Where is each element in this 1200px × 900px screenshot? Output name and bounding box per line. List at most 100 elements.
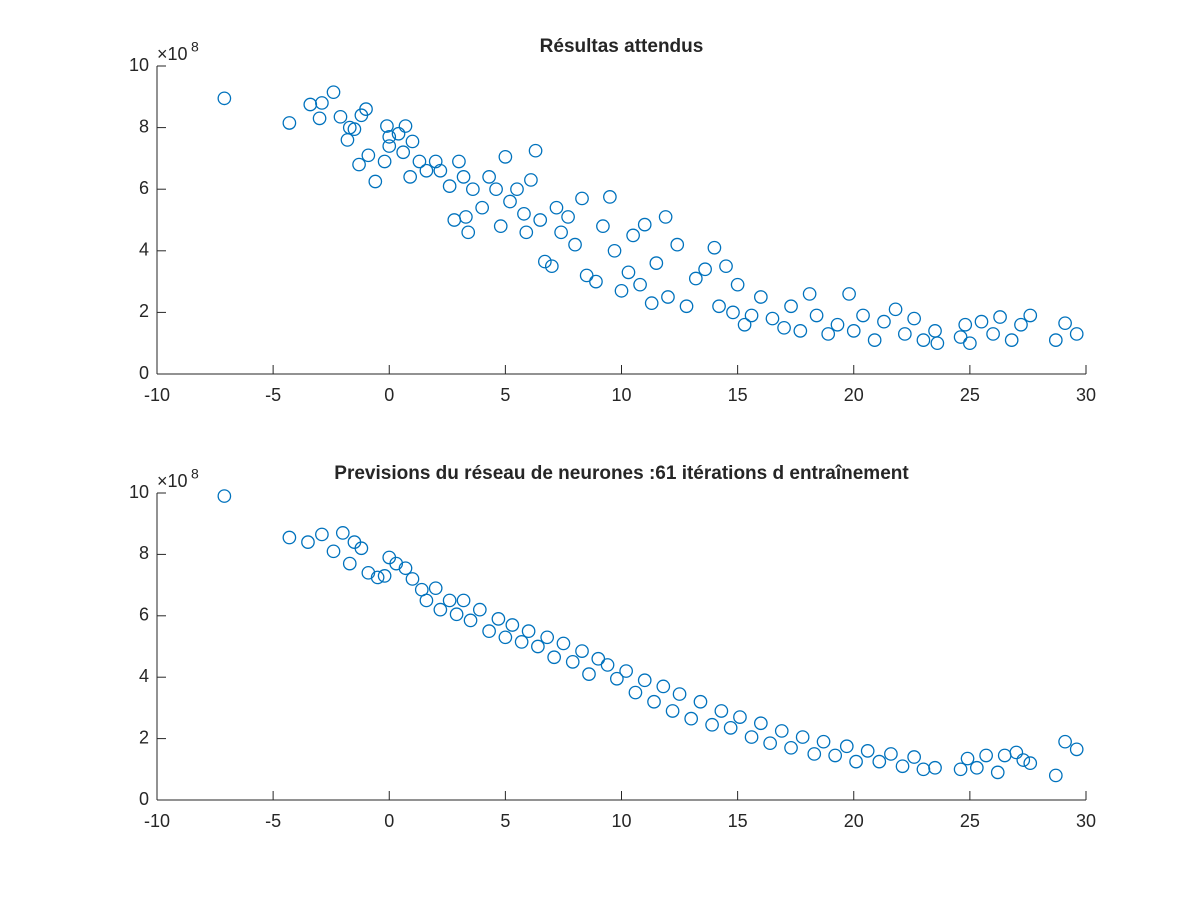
x-tick-label: 5 [500, 385, 510, 405]
data-point [456, 170, 471, 184]
data-point [582, 667, 596, 681]
data-point [993, 310, 1007, 324]
y-tick-label: 8 [139, 543, 149, 563]
x-tick-label: 0 [384, 385, 394, 405]
data-point [821, 327, 836, 341]
data-point [1016, 753, 1031, 767]
data-point [907, 750, 921, 764]
x-tick-label: 20 [844, 385, 864, 405]
chart-title: Résultas attendus [540, 36, 704, 57]
y-tick-label: 10 [129, 482, 149, 502]
data-point [828, 748, 843, 763]
x-tick-label: 30 [1076, 811, 1096, 831]
data-point [380, 119, 394, 133]
x-tick-label: 10 [611, 385, 631, 405]
data-point [575, 191, 589, 206]
x-tick-label: 5 [500, 811, 510, 831]
data-point [459, 210, 473, 224]
data-point [839, 739, 854, 754]
data-point [368, 174, 383, 189]
data-point [428, 154, 443, 169]
data-point [452, 154, 466, 169]
data-point [303, 97, 318, 112]
data-point [354, 541, 369, 556]
data-point [514, 635, 529, 649]
data-point [403, 170, 418, 184]
data-point [849, 754, 863, 769]
data-point [442, 179, 457, 193]
data-point [391, 126, 406, 141]
data-point [888, 302, 903, 317]
data-point [475, 200, 489, 215]
data-point [1014, 317, 1028, 332]
data-point [705, 717, 719, 732]
y-tick-label: 6 [139, 178, 149, 198]
data-point [533, 213, 548, 227]
x-tick-label: -5 [265, 811, 281, 831]
data-point [986, 327, 1000, 341]
data-point [489, 182, 503, 197]
data-point [784, 740, 798, 755]
data-point [816, 734, 831, 749]
data-point [953, 762, 968, 777]
data-point [600, 658, 615, 672]
y-exponent: 8 [191, 466, 199, 482]
data-point [1023, 756, 1038, 771]
data-point [979, 748, 993, 763]
data-point [442, 593, 457, 608]
data-point [456, 593, 471, 608]
data-point [795, 730, 810, 744]
data-point [830, 317, 845, 332]
data-point [730, 277, 745, 292]
data-point [763, 736, 777, 751]
data-point [656, 679, 671, 694]
data-point [589, 274, 603, 289]
data-point [491, 612, 506, 626]
data-point [726, 305, 740, 320]
data-point [733, 710, 747, 724]
data-point [405, 134, 420, 149]
data-point [777, 320, 791, 335]
data-point [466, 182, 480, 197]
data-point [377, 154, 392, 169]
data-point [856, 308, 870, 323]
data-point [698, 262, 712, 277]
data-point [347, 122, 362, 136]
data-point [963, 336, 977, 351]
data-point [505, 618, 520, 632]
data-point [603, 190, 617, 204]
data-point [723, 721, 738, 735]
data-point [498, 630, 513, 645]
data-point [568, 237, 582, 252]
data-point [953, 330, 968, 344]
subplot: Previsions du réseau de neurones :61 ité… [129, 463, 1096, 831]
data-point [1004, 333, 1019, 347]
data-point [1058, 734, 1072, 749]
data-point [342, 556, 357, 571]
data-point [449, 607, 464, 622]
data-point [842, 287, 856, 301]
data-point [765, 311, 780, 326]
data-point [315, 96, 329, 110]
data-point [335, 526, 350, 540]
data-point [872, 754, 887, 769]
data-point [1058, 316, 1072, 331]
data-point [510, 182, 524, 197]
data-point [897, 327, 912, 341]
data-point [282, 530, 297, 545]
data-point [802, 287, 817, 301]
data-point [382, 139, 397, 153]
y-exponent: 8 [191, 39, 199, 55]
data-point [396, 145, 411, 160]
data-point [433, 163, 448, 178]
data-point [930, 336, 945, 351]
data-point [361, 565, 376, 580]
x-tick-label: 10 [611, 811, 631, 831]
data-point [877, 314, 891, 329]
data-point [547, 650, 561, 665]
data-point [610, 671, 624, 686]
data-point [521, 624, 536, 639]
data-point [482, 624, 496, 639]
data-point [524, 173, 538, 187]
y-tick-label: 4 [139, 240, 149, 260]
